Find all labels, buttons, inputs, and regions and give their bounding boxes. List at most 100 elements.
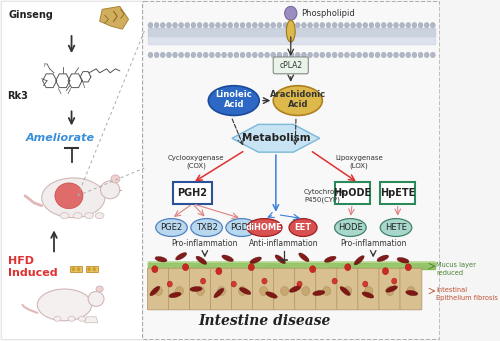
Ellipse shape	[323, 286, 330, 295]
Text: HpETE: HpETE	[380, 188, 416, 198]
Ellipse shape	[222, 255, 234, 262]
Text: PGD2: PGD2	[230, 223, 254, 232]
Circle shape	[302, 23, 306, 28]
Circle shape	[424, 23, 429, 28]
Circle shape	[246, 52, 251, 58]
Circle shape	[394, 52, 398, 58]
FancyBboxPatch shape	[358, 268, 380, 310]
Circle shape	[277, 52, 282, 58]
Ellipse shape	[247, 219, 282, 236]
Ellipse shape	[74, 213, 82, 219]
Text: HFD
Induced: HFD Induced	[8, 256, 57, 278]
Ellipse shape	[208, 86, 259, 116]
Text: Linoleic
Acid: Linoleic Acid	[216, 90, 252, 109]
Circle shape	[338, 52, 343, 58]
Ellipse shape	[275, 255, 285, 264]
Circle shape	[240, 52, 245, 58]
Ellipse shape	[260, 286, 268, 295]
FancyBboxPatch shape	[273, 57, 308, 74]
Ellipse shape	[266, 292, 278, 298]
FancyBboxPatch shape	[142, 1, 440, 340]
Circle shape	[172, 23, 178, 28]
Ellipse shape	[191, 219, 222, 236]
Circle shape	[172, 52, 178, 58]
Ellipse shape	[298, 253, 309, 262]
Ellipse shape	[100, 181, 120, 199]
Text: EET: EET	[294, 223, 312, 232]
Text: Rk3: Rk3	[8, 91, 28, 101]
Text: Pro-inflammation: Pro-inflammation	[340, 239, 406, 248]
Circle shape	[405, 264, 411, 271]
Circle shape	[406, 52, 410, 58]
Ellipse shape	[238, 286, 246, 295]
Circle shape	[283, 23, 288, 28]
FancyBboxPatch shape	[380, 182, 416, 204]
Circle shape	[258, 23, 264, 28]
Ellipse shape	[406, 290, 418, 296]
Ellipse shape	[176, 253, 187, 260]
Circle shape	[178, 52, 184, 58]
Circle shape	[350, 23, 356, 28]
Circle shape	[264, 23, 270, 28]
Circle shape	[216, 23, 220, 28]
Circle shape	[222, 23, 226, 28]
Circle shape	[356, 52, 362, 58]
Circle shape	[350, 52, 356, 58]
Text: TXB2: TXB2	[196, 223, 218, 232]
Circle shape	[152, 266, 158, 273]
Circle shape	[216, 268, 222, 275]
Ellipse shape	[176, 286, 184, 295]
Ellipse shape	[290, 286, 301, 292]
Circle shape	[369, 23, 374, 28]
Circle shape	[154, 23, 159, 28]
Ellipse shape	[60, 213, 69, 219]
Circle shape	[289, 23, 294, 28]
Ellipse shape	[407, 286, 415, 295]
Text: F: F	[44, 63, 46, 68]
Circle shape	[424, 52, 429, 58]
Polygon shape	[100, 6, 128, 29]
FancyBboxPatch shape	[252, 268, 274, 310]
Circle shape	[203, 23, 208, 28]
Ellipse shape	[226, 219, 258, 236]
Ellipse shape	[240, 287, 251, 295]
Circle shape	[362, 281, 368, 287]
Circle shape	[167, 281, 172, 287]
Circle shape	[197, 52, 202, 58]
FancyBboxPatch shape	[337, 268, 358, 310]
Circle shape	[418, 52, 423, 58]
Text: Mucus layer
reduced: Mucus layer reduced	[436, 262, 476, 276]
Circle shape	[388, 52, 392, 58]
Circle shape	[234, 52, 239, 58]
Ellipse shape	[273, 86, 322, 116]
Circle shape	[182, 264, 188, 271]
Circle shape	[338, 23, 343, 28]
FancyBboxPatch shape	[294, 268, 316, 310]
Circle shape	[326, 52, 331, 58]
Ellipse shape	[169, 292, 181, 298]
Circle shape	[320, 23, 325, 28]
Text: Intestine disease: Intestine disease	[198, 314, 330, 328]
Text: diHOME: diHOME	[246, 223, 283, 232]
Ellipse shape	[365, 286, 373, 295]
Text: Ameliorate: Ameliorate	[26, 133, 95, 143]
Ellipse shape	[150, 286, 160, 296]
Circle shape	[252, 52, 258, 58]
Circle shape	[166, 23, 172, 28]
Ellipse shape	[354, 255, 364, 265]
FancyBboxPatch shape	[190, 268, 212, 310]
Text: Phospholipid: Phospholipid	[302, 9, 355, 18]
Circle shape	[310, 266, 316, 273]
Ellipse shape	[214, 288, 224, 298]
Circle shape	[246, 23, 251, 28]
Circle shape	[406, 23, 410, 28]
Circle shape	[430, 23, 436, 28]
Ellipse shape	[312, 290, 325, 296]
Text: Metabolism: Metabolism	[242, 133, 310, 143]
Circle shape	[400, 23, 404, 28]
Circle shape	[314, 52, 318, 58]
Circle shape	[388, 23, 392, 28]
Ellipse shape	[154, 286, 162, 295]
FancyBboxPatch shape	[232, 268, 254, 310]
Circle shape	[375, 23, 380, 28]
